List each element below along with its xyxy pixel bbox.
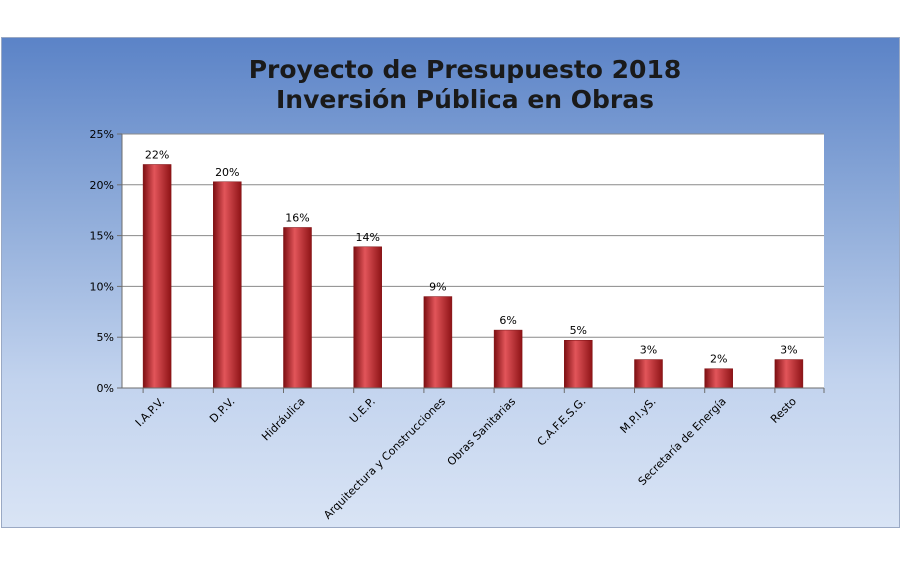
chart-title-line-2: Inversión Pública en Obras — [276, 85, 654, 114]
data-label: 14% — [355, 231, 379, 244]
data-label: 3% — [780, 344, 797, 357]
y-tick-label: 25% — [90, 128, 114, 141]
data-label: 20% — [215, 166, 239, 179]
bar — [283, 227, 312, 389]
x-axis-labels: I.A.P.V. D.P.V. Hidráulica U.E.P.Arquitectu… — [133, 388, 825, 522]
bar — [634, 359, 663, 389]
bar-chart: Proyecto de Presupuesto 2018 Inversión P… — [90, 55, 825, 522]
category-label: D.P.V. — [207, 395, 237, 425]
bar — [353, 246, 382, 389]
category-label: M.P.I.yS. — [618, 395, 659, 436]
chart-title-line-1: Proyecto de Presupuesto 2018 — [249, 55, 682, 84]
data-label: 2% — [710, 353, 727, 366]
y-tick-label: 5% — [97, 331, 114, 344]
bar — [213, 181, 242, 389]
y-tick-label: 10% — [90, 280, 114, 293]
category-label: U.E.P. — [347, 395, 378, 426]
category-label: Hidráulica — [259, 395, 307, 443]
category-label: Resto — [768, 395, 799, 426]
bar — [704, 368, 733, 389]
y-tick-label: 0% — [97, 382, 114, 395]
data-label: 22% — [145, 148, 169, 161]
data-labels: 22% 20% 16% 14% 9% 6% 5% 3% 2% 3% — [145, 148, 798, 365]
chart-panel: Proyecto de Presupuesto 2018 Inversión P… — [1, 37, 900, 528]
y-tick-label: 15% — [90, 230, 114, 243]
category-label: C.A.F.E.S.G. — [535, 395, 589, 449]
data-label: 6% — [499, 314, 516, 327]
data-label: 3% — [640, 344, 657, 357]
category-label: I.A.P.V. — [133, 395, 167, 429]
data-label: 9% — [429, 281, 446, 294]
data-label: 5% — [570, 324, 587, 337]
data-label: 16% — [285, 211, 309, 224]
category-label: Arquitectura y Construcciones — [321, 395, 448, 522]
bars — [142, 164, 804, 389]
bar — [564, 339, 593, 389]
bar — [774, 359, 804, 389]
y-axis-ticks: 0% 5% 10% 15% 20% 25% — [90, 128, 122, 395]
bar — [423, 296, 453, 389]
bar — [493, 329, 523, 389]
y-tick-label: 20% — [90, 179, 114, 192]
category-label: Obras Sanitarias — [445, 395, 519, 469]
bar — [142, 164, 172, 389]
